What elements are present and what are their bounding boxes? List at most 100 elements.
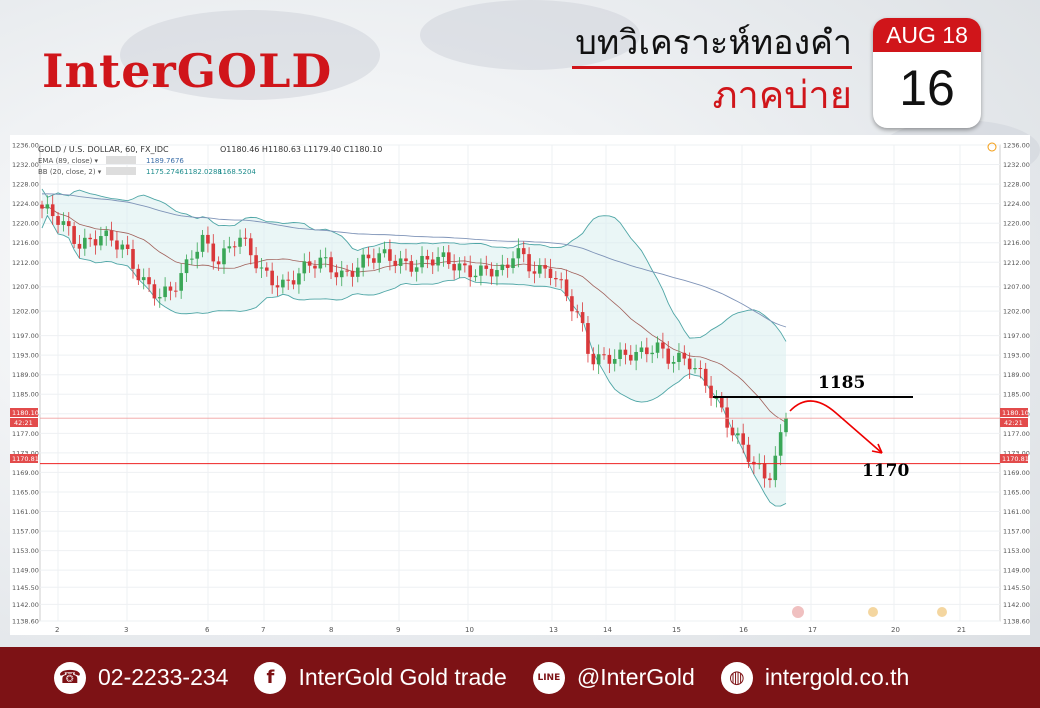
candle-body [323,257,328,259]
x-tick-label: 2 [55,626,59,634]
y-tick-label: 1177.00 [1003,430,1030,438]
candle-body [286,279,291,281]
candle-body [222,248,226,265]
y-tick-label: 1212.00 [12,259,39,267]
candle-body [382,249,387,254]
candle-body [211,243,216,262]
x-tick-label: 15 [672,626,681,634]
candle-body [345,270,349,272]
candle-body [698,368,703,370]
candle-body [136,268,141,281]
candle-body [275,285,280,288]
resistance-label: 1185 [818,373,865,393]
candle-body [259,267,264,269]
price-tag-current-right: 1180.10 [1002,409,1029,417]
y-tick-label: 1142.00 [12,601,39,609]
price-levels [40,417,1000,465]
candle-body [468,265,473,278]
candle-body [511,258,515,268]
y-tick-label: 1232.00 [1003,161,1030,169]
candle-body [141,277,146,281]
price-chart-panel: 1236.00 1232.00 1228.00 1224.00 1220.00 1216.… [10,135,1030,635]
y-tick-label: 1185.00 [12,391,39,399]
legend-ema-label: EMA (89, close) ▾ [38,157,99,165]
y-tick-label: 1202.00 [1003,308,1030,316]
candle-body [473,275,478,278]
candle-body [232,246,237,248]
candle-body [366,254,371,259]
candle-body [206,234,210,244]
legend-bb-value-lower: 1168.5204 [218,168,256,176]
candle-body [500,264,505,271]
candle-body [334,272,339,278]
candle-body [66,221,71,227]
candle-body [216,261,221,265]
legend-bb-controls[interactable] [106,167,136,175]
y-tick-label: 1216.00 [12,239,39,247]
intergold-logo: InterGOLD [42,44,333,98]
candle-body [559,279,563,281]
candle-body [591,353,596,365]
y-tick-label: 1173.00 [12,449,39,457]
candle-body [527,254,531,272]
y-tick-label: 1193.00 [1003,352,1030,360]
y-tick-label: 1165.00 [1003,488,1030,496]
candle-body [537,265,542,274]
candle-body [61,221,66,225]
candle-body [270,270,274,286]
footer-website[interactable]: ◍ intergold.co.th [720,661,909,694]
candle-body [420,255,424,268]
x-tick-label: 7 [261,626,265,634]
x-tick-label: 6 [205,626,210,634]
candle-body [88,237,92,240]
footer-line[interactable]: LINE @InterGold [532,661,695,694]
support-tag-left: 1170.81 [12,455,39,463]
candle-body [409,261,414,272]
candle-body [575,311,580,313]
candle-body [580,312,585,324]
bollinger-bands [41,188,787,507]
candle-body [297,273,301,285]
candle-body [227,246,232,249]
calendar-month: AUG 18 [873,18,981,52]
y-tick-label: 1169.00 [12,469,39,477]
candle-body [628,354,633,361]
page-title-block: บทวิเคราะห์ทองคำ ภาคบ่าย [572,22,852,119]
y-tick-label: 1207.00 [1003,283,1030,291]
legend-ema-controls[interactable] [106,156,136,164]
footer-facebook[interactable]: f InterGold Gold trade [254,661,507,694]
candle-body [377,253,382,263]
event-flag-icon[interactable] [937,607,947,617]
candle-body [372,258,376,263]
candle-body [77,243,82,249]
x-tick-label: 8 [329,626,333,634]
x-tick-label: 20 [891,626,900,634]
candle-body [655,342,660,353]
chart-legend: GOLD / U.S. DOLLAR, 60, FX_IDC O1180.46 … [38,145,382,176]
x-tick-label: 17 [808,626,817,634]
candle-body [163,286,167,298]
event-flag-icon[interactable] [868,607,878,617]
settings-clock-icon[interactable] [987,142,997,152]
event-flag-icon[interactable] [792,606,804,618]
bb-upper-line [41,188,787,342]
candle-body [339,270,344,278]
legend-bb-value-upper: 1182.0288 [184,168,222,176]
candle-body [521,248,526,255]
candle-body [414,267,419,272]
candle-body [543,265,547,269]
y-tick-label: 1161.00 [12,508,39,516]
candle-body [645,347,649,355]
footer-phone[interactable]: ☎ 02-2233-234 [54,661,228,694]
line-app-icon: LINE [532,661,565,694]
candle-body [784,418,788,433]
candle-body [554,278,558,280]
candle-body [83,237,87,249]
candle-body [184,259,189,274]
y-tick-label: 1197.00 [12,332,39,340]
globe-icon: ◍ [720,661,753,694]
candle-body [441,252,446,257]
candle-body [768,478,772,481]
candle-body [516,248,521,259]
candle-body [190,258,194,260]
